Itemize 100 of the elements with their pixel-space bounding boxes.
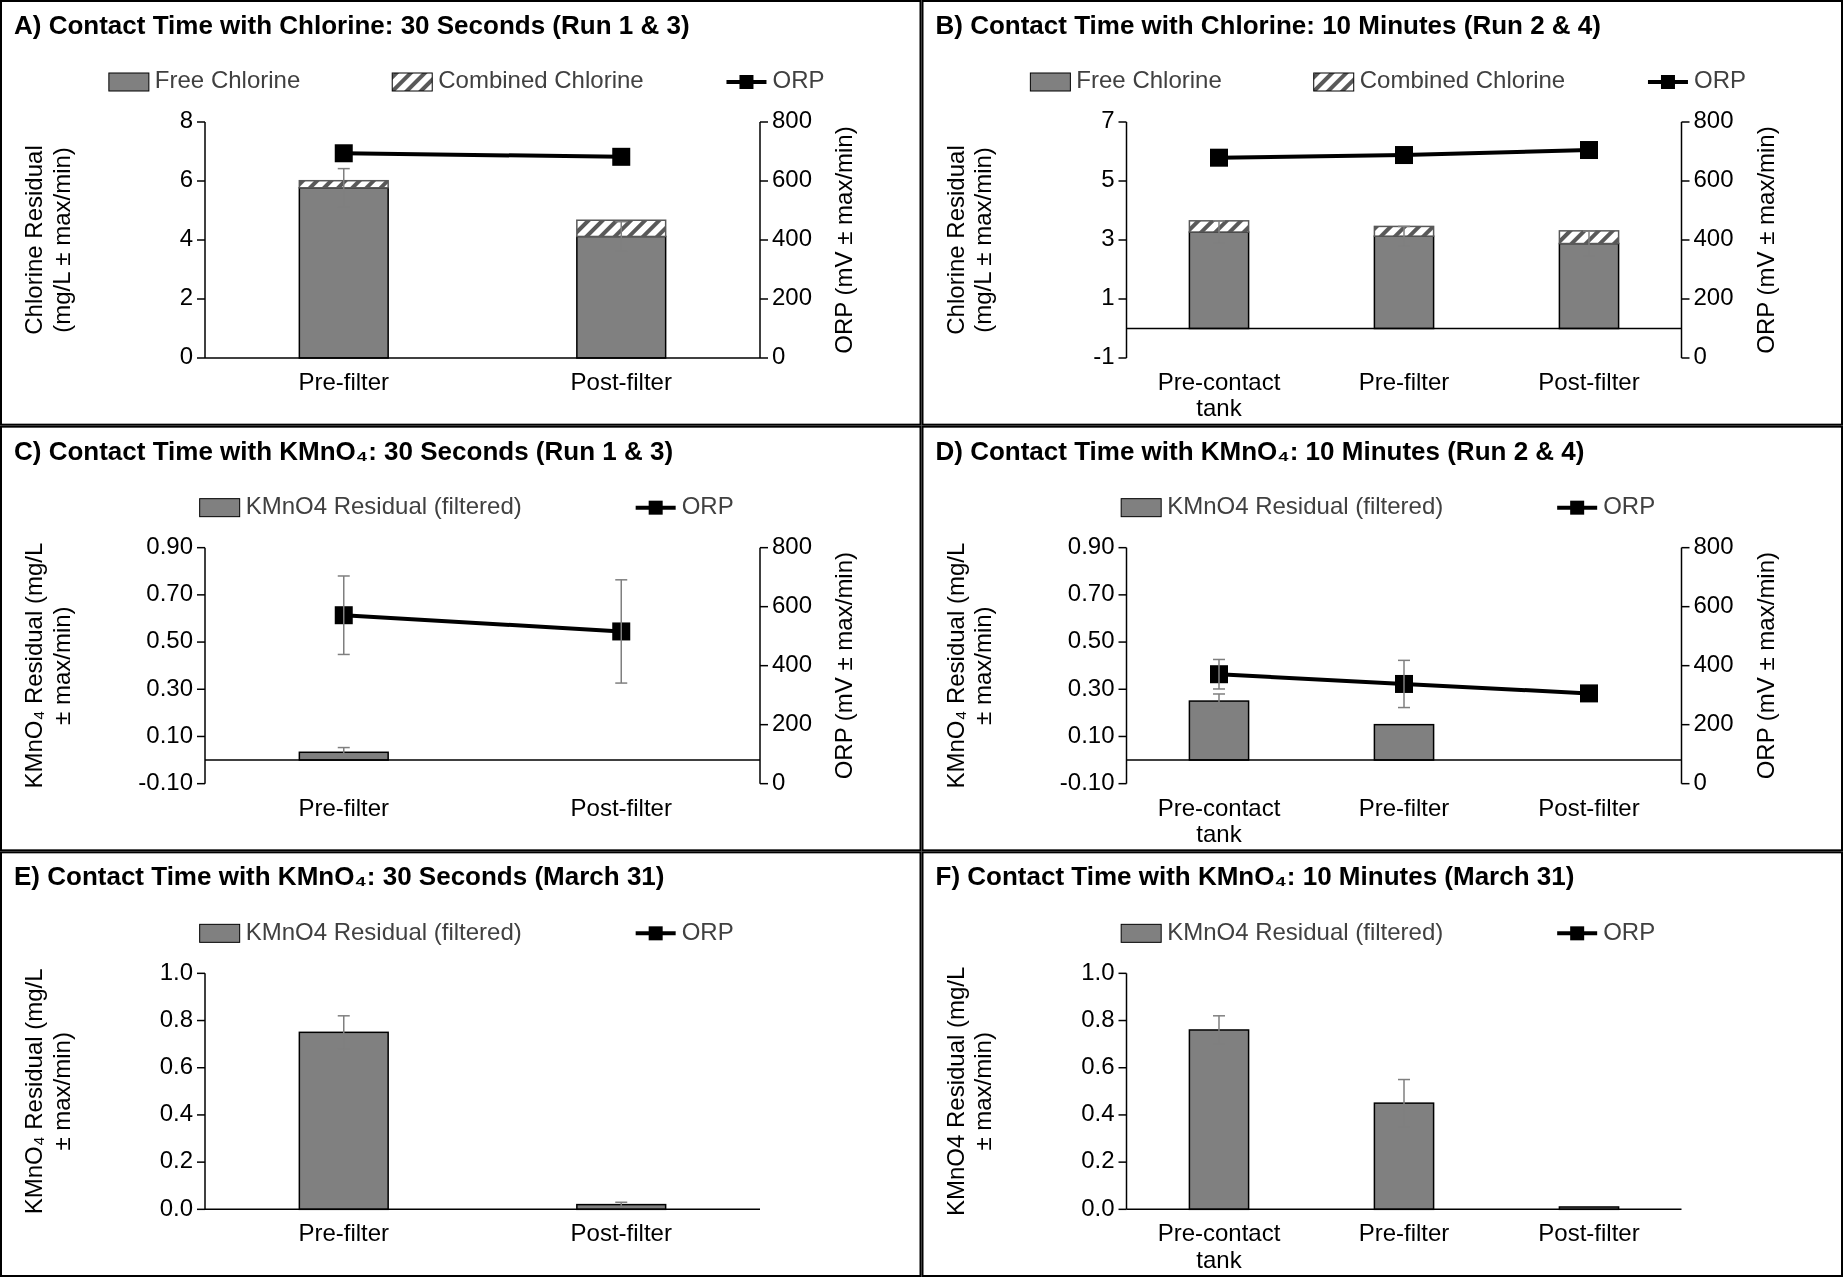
x-tick-label: Pre-filter	[298, 368, 390, 395]
x-tick-label: Post-filter	[1538, 368, 1640, 395]
y-axis-title: KMnO₄ Residual (mg/L ± max/min)	[20, 542, 75, 789]
x-tick-label: Pre-contact tank	[1157, 368, 1281, 422]
y-tick-label: 0.4	[1081, 1099, 1115, 1127]
y-tick-label: 3	[1101, 224, 1115, 252]
x-tick-label: Pre-contact tank	[1157, 1219, 1281, 1273]
y-tick-label: 0.30	[146, 673, 193, 701]
y-tick-label: 0.8	[159, 1004, 193, 1032]
y-tick-label: -0.10	[1059, 768, 1115, 796]
y-tick-label: 0.2	[159, 1146, 193, 1174]
chart-title: E) Contact Time with KMnO₄: 30 Seconds (March 31)	[14, 861, 665, 892]
y-tick-label: 8	[179, 106, 193, 134]
y2-tick-label: 400	[1693, 650, 1734, 678]
legend-label: KMnO4 Residual (filtered)	[245, 492, 522, 520]
y-axis-title: Chlorine Residual (mg/L ± max/min)	[20, 145, 75, 335]
chart-title: C) Contact Time with KMnO₄: 30 Seconds (Run 1 & 3)	[14, 435, 674, 466]
x-tick-label: Post-filter	[570, 793, 672, 821]
y2-tick-label: 0	[772, 342, 786, 370]
y2-tick-label: 200	[1693, 709, 1734, 737]
y-tick-label: 0.2	[1081, 1146, 1115, 1174]
legend-label: ORP	[681, 492, 734, 520]
y-tick-label: 0.10	[146, 720, 193, 748]
x-tick-label: Pre-contact tank	[1157, 793, 1281, 848]
legend-label: KMnO4 Residual (filtered)	[1167, 492, 1444, 520]
y2-tick-label: 400	[1693, 224, 1734, 252]
y-tick-label: 0.90	[146, 532, 193, 560]
legend-label: ORP	[681, 917, 734, 945]
y2-tick-label: 800	[1693, 532, 1734, 560]
y2-tick-label: 200	[772, 709, 813, 737]
y-tick-label: 0.90	[1067, 532, 1115, 560]
y2-tick-label: 600	[772, 165, 813, 193]
y-tick-label: 0.6	[159, 1052, 193, 1080]
legend-label: Combined Chlorine	[1359, 66, 1566, 94]
y2-axis-title: ORP (mV ± max/min)	[830, 551, 857, 780]
y2-tick-label: 0	[1693, 768, 1707, 796]
y2-axis-title: ORP (mV ± max/min)	[830, 126, 857, 354]
y-tick-label: 2	[179, 283, 193, 311]
y-tick-label: 5	[1101, 165, 1115, 193]
y-tick-label: 7	[1101, 106, 1115, 134]
bar	[1373, 225, 1435, 237]
x-tick-label: Post-filter	[1538, 1219, 1640, 1247]
bar	[1188, 220, 1250, 233]
bar	[1558, 230, 1620, 245]
x-tick-label: Pre-filter	[1358, 1219, 1450, 1247]
x-tick-label: Pre-filter	[298, 1219, 390, 1247]
y-tick-label: 0.6	[1081, 1052, 1115, 1080]
point	[1580, 684, 1598, 703]
legend-label: ORP	[1693, 66, 1746, 94]
y-tick-label: 0.4	[159, 1099, 193, 1127]
y2-tick-label: 400	[772, 224, 813, 252]
legend-label: ORP	[1603, 917, 1656, 945]
y-tick-label: 0.50	[1067, 626, 1115, 654]
y2-axis-title: ORP (mV ± max/min)	[1751, 551, 1779, 780]
y-tick-label: 0.0	[1081, 1193, 1115, 1221]
y-axis-title: KMnO4 Residual (mg/L ± max/min)	[941, 966, 997, 1217]
y2-tick-label: 800	[1693, 106, 1734, 134]
y2-tick-label: 600	[772, 591, 813, 619]
y-tick-label: 1.0	[1081, 957, 1115, 985]
legend-label: ORP	[772, 66, 825, 94]
y-tick-label: 0.70	[146, 579, 193, 607]
y-tick-label: 0.70	[1067, 579, 1115, 607]
y-tick-label: 0.30	[1067, 673, 1115, 701]
x-tick-label: Post-filter	[1538, 793, 1640, 821]
y-tick-label: 1.0	[159, 957, 193, 985]
y2-tick-label: 600	[1693, 165, 1734, 193]
y-tick-label: 0.8	[1081, 1004, 1115, 1032]
x-tick-label: Post-filter	[570, 368, 672, 395]
y-tick-label: -0.10	[138, 768, 193, 796]
y2-tick-label: 200	[772, 283, 813, 311]
legend-label: Free Chlorine	[1076, 66, 1222, 94]
y2-tick-label: 800	[772, 106, 813, 134]
y-tick-label: 6	[179, 165, 193, 193]
y2-tick-label: 400	[772, 650, 813, 678]
y-tick-label: 0	[179, 342, 193, 370]
y-tick-label: 0.0	[159, 1193, 193, 1221]
y-tick-label: 1	[1101, 283, 1115, 311]
chart-title: F) Contact Time with KMnO₄: 10 Minutes (March 31)	[935, 861, 1575, 892]
y-tick-label: 0.10	[1067, 720, 1115, 748]
y2-tick-label: 800	[772, 532, 813, 560]
legend-label: ORP	[1603, 492, 1656, 520]
y2-tick-label: 0	[1693, 342, 1707, 370]
y-tick-label: 4	[179, 224, 193, 252]
legend-label: KMnO4 Residual (filtered)	[1167, 917, 1444, 945]
y2-axis-title: ORP (mV ± max/min)	[1751, 126, 1779, 354]
y2-tick-label: 0	[772, 768, 786, 796]
chart-title: B) Contact Time with Chlorine: 10 Minutes (Run 2 & 4)	[935, 10, 1601, 40]
legend-label: Combined Chlorine	[438, 66, 644, 94]
x-tick-label: Pre-filter	[1358, 793, 1450, 821]
y2-tick-label: 600	[1693, 591, 1734, 619]
y-axis-title: Chlorine Residual (mg/L ± max/min)	[941, 145, 997, 335]
y2-tick-label: 200	[1693, 283, 1734, 311]
bar	[576, 219, 667, 238]
y-axis-title: KMnO₄ Residual (mg/L ± max/min)	[941, 542, 997, 789]
chart-title: D) Contact Time with KMnO₄: 10 Minutes (Run 2 & 4)	[935, 435, 1585, 466]
y-tick-label: 0.50	[146, 626, 193, 654]
y-tick-label: -1	[1093, 342, 1115, 370]
x-tick-label: Pre-filter	[298, 793, 390, 821]
legend-label: Free Chlorine	[154, 66, 301, 94]
chart-title: A) Contact Time with Chlorine: 30 Seconds (Run 1 & 3)	[14, 10, 690, 40]
